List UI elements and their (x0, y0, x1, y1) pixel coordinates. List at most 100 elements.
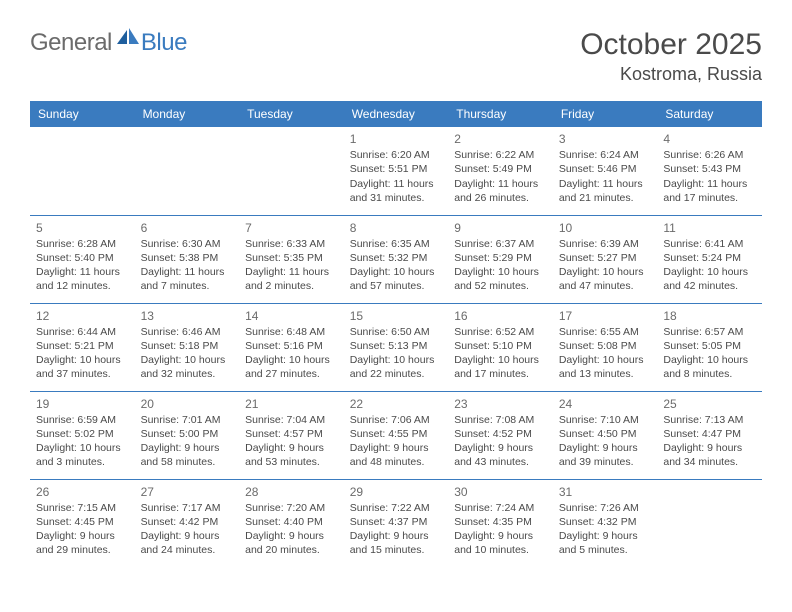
daylight-line: Daylight: 10 hours and 57 minutes. (350, 265, 443, 293)
sunset-line: Sunset: 4:55 PM (350, 427, 443, 441)
sunrise-line: Sunrise: 6:57 AM (663, 325, 756, 339)
day-cell: 18Sunrise: 6:57 AMSunset: 5:05 PMDayligh… (657, 303, 762, 391)
sunrise-line: Sunrise: 6:55 AM (559, 325, 652, 339)
day-cell: 26Sunrise: 7:15 AMSunset: 4:45 PMDayligh… (30, 479, 135, 567)
day-cell: 4Sunrise: 6:26 AMSunset: 5:43 PMDaylight… (657, 127, 762, 215)
sunrise-line: Sunrise: 7:01 AM (141, 413, 234, 427)
sunset-line: Sunset: 5:13 PM (350, 339, 443, 353)
calendar-row: 19Sunrise: 6:59 AMSunset: 5:02 PMDayligh… (30, 391, 762, 479)
header: General Blue October 2025 Kostroma, Russ… (30, 28, 762, 85)
day-cell: 14Sunrise: 6:48 AMSunset: 5:16 PMDayligh… (239, 303, 344, 391)
daylight-line: Daylight: 10 hours and 32 minutes. (141, 353, 234, 381)
sunrise-line: Sunrise: 6:59 AM (36, 413, 129, 427)
day-number: 2 (454, 131, 547, 147)
sunrise-line: Sunrise: 6:20 AM (350, 148, 443, 162)
daylight-line: Daylight: 10 hours and 27 minutes. (245, 353, 338, 381)
sunset-line: Sunset: 4:40 PM (245, 515, 338, 529)
day-cell: 25Sunrise: 7:13 AMSunset: 4:47 PMDayligh… (657, 391, 762, 479)
daylight-line: Daylight: 10 hours and 3 minutes. (36, 441, 129, 469)
sunset-line: Sunset: 5:40 PM (36, 251, 129, 265)
sunrise-line: Sunrise: 6:44 AM (36, 325, 129, 339)
calendar-table: SundayMondayTuesdayWednesdayThursdayFrid… (30, 101, 762, 567)
daylight-line: Daylight: 10 hours and 8 minutes. (663, 353, 756, 381)
weekday-header: Thursday (448, 101, 553, 127)
day-number: 5 (36, 220, 129, 236)
sunset-line: Sunset: 4:50 PM (559, 427, 652, 441)
sunrise-line: Sunrise: 7:20 AM (245, 501, 338, 515)
sunrise-line: Sunrise: 7:10 AM (559, 413, 652, 427)
day-number: 20 (141, 396, 234, 412)
weekday-header: Tuesday (239, 101, 344, 127)
day-number: 19 (36, 396, 129, 412)
daylight-line: Daylight: 9 hours and 5 minutes. (559, 529, 652, 557)
daylight-line: Daylight: 10 hours and 17 minutes. (454, 353, 547, 381)
day-number: 31 (559, 484, 652, 500)
sunset-line: Sunset: 5:00 PM (141, 427, 234, 441)
day-number: 14 (245, 308, 338, 324)
sunset-line: Sunset: 4:57 PM (245, 427, 338, 441)
sunset-line: Sunset: 4:35 PM (454, 515, 547, 529)
sunset-line: Sunset: 5:46 PM (559, 162, 652, 176)
daylight-line: Daylight: 11 hours and 12 minutes. (36, 265, 129, 293)
sunset-line: Sunset: 5:05 PM (663, 339, 756, 353)
sunrise-line: Sunrise: 6:50 AM (350, 325, 443, 339)
day-number: 8 (350, 220, 443, 236)
sunrise-line: Sunrise: 6:24 AM (559, 148, 652, 162)
day-number: 23 (454, 396, 547, 412)
sunset-line: Sunset: 5:24 PM (663, 251, 756, 265)
day-number: 30 (454, 484, 547, 500)
day-cell: 17Sunrise: 6:55 AMSunset: 5:08 PMDayligh… (553, 303, 658, 391)
weekday-header: Friday (553, 101, 658, 127)
day-cell: 3Sunrise: 6:24 AMSunset: 5:46 PMDaylight… (553, 127, 658, 215)
calendar-row: 5Sunrise: 6:28 AMSunset: 5:40 PMDaylight… (30, 215, 762, 303)
day-number: 21 (245, 396, 338, 412)
day-number: 10 (559, 220, 652, 236)
daylight-line: Daylight: 9 hours and 10 minutes. (454, 529, 547, 557)
logo-text-blue: Blue (141, 29, 187, 57)
day-cell: 13Sunrise: 6:46 AMSunset: 5:18 PMDayligh… (135, 303, 240, 391)
sunrise-line: Sunrise: 6:33 AM (245, 237, 338, 251)
weekday-header-row: SundayMondayTuesdayWednesdayThursdayFrid… (30, 101, 762, 127)
sunset-line: Sunset: 4:42 PM (141, 515, 234, 529)
day-cell: 11Sunrise: 6:41 AMSunset: 5:24 PMDayligh… (657, 215, 762, 303)
sunrise-line: Sunrise: 6:28 AM (36, 237, 129, 251)
sunset-line: Sunset: 5:29 PM (454, 251, 547, 265)
daylight-line: Daylight: 9 hours and 43 minutes. (454, 441, 547, 469)
daylight-line: Daylight: 9 hours and 15 minutes. (350, 529, 443, 557)
daylight-line: Daylight: 11 hours and 17 minutes. (663, 177, 756, 205)
sunrise-line: Sunrise: 6:46 AM (141, 325, 234, 339)
sunrise-line: Sunrise: 6:35 AM (350, 237, 443, 251)
day-number: 11 (663, 220, 756, 236)
day-number: 16 (454, 308, 547, 324)
day-number: 18 (663, 308, 756, 324)
daylight-line: Daylight: 10 hours and 42 minutes. (663, 265, 756, 293)
daylight-line: Daylight: 11 hours and 7 minutes. (141, 265, 234, 293)
day-cell: 21Sunrise: 7:04 AMSunset: 4:57 PMDayligh… (239, 391, 344, 479)
day-cell: 28Sunrise: 7:20 AMSunset: 4:40 PMDayligh… (239, 479, 344, 567)
day-cell (239, 127, 344, 215)
sunset-line: Sunset: 5:16 PM (245, 339, 338, 353)
sunrise-line: Sunrise: 6:30 AM (141, 237, 234, 251)
daylight-line: Daylight: 11 hours and 31 minutes. (350, 177, 443, 205)
day-number: 6 (141, 220, 234, 236)
sunrise-line: Sunrise: 6:52 AM (454, 325, 547, 339)
sunrise-line: Sunrise: 7:22 AM (350, 501, 443, 515)
logo-text-gray: General (30, 29, 112, 57)
day-cell: 20Sunrise: 7:01 AMSunset: 5:00 PMDayligh… (135, 391, 240, 479)
daylight-line: Daylight: 10 hours and 47 minutes. (559, 265, 652, 293)
sunrise-line: Sunrise: 6:41 AM (663, 237, 756, 251)
sunset-line: Sunset: 4:32 PM (559, 515, 652, 529)
sunset-line: Sunset: 5:10 PM (454, 339, 547, 353)
day-cell: 24Sunrise: 7:10 AMSunset: 4:50 PMDayligh… (553, 391, 658, 479)
day-number: 24 (559, 396, 652, 412)
logo: General Blue (30, 28, 187, 57)
sunset-line: Sunset: 5:49 PM (454, 162, 547, 176)
daylight-line: Daylight: 9 hours and 53 minutes. (245, 441, 338, 469)
day-number: 27 (141, 484, 234, 500)
daylight-line: Daylight: 10 hours and 37 minutes. (36, 353, 129, 381)
daylight-line: Daylight: 11 hours and 26 minutes. (454, 177, 547, 205)
sunset-line: Sunset: 4:37 PM (350, 515, 443, 529)
logo-sail-icon (117, 28, 139, 49)
day-cell: 16Sunrise: 6:52 AMSunset: 5:10 PMDayligh… (448, 303, 553, 391)
sunset-line: Sunset: 5:02 PM (36, 427, 129, 441)
